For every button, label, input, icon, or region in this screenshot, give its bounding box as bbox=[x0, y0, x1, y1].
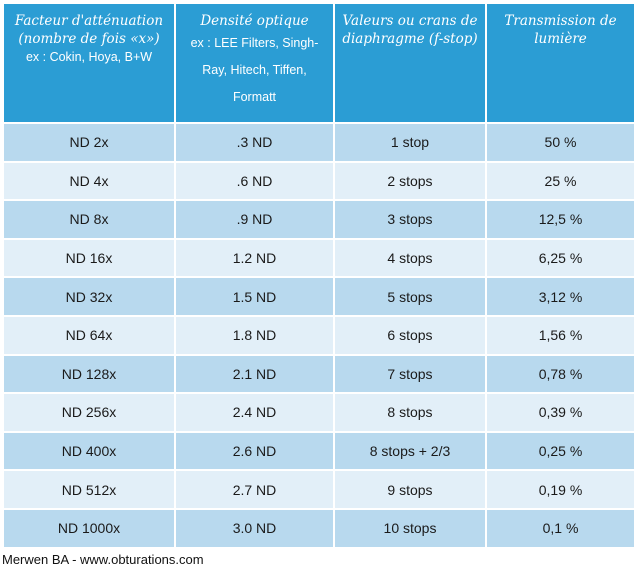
cell-transmission: 50 % bbox=[485, 122, 636, 163]
cell-factor: ND 8x bbox=[2, 199, 176, 240]
cell-transmission: 0,39 % bbox=[485, 392, 636, 433]
cell-density: 3.0 ND bbox=[174, 507, 335, 549]
cell-stops: 6 stops bbox=[333, 314, 487, 356]
header-transmission: Transmission de lumière bbox=[485, 2, 636, 124]
cell-transmission: 0,19 % bbox=[485, 469, 636, 510]
cell-density: 2.7 ND bbox=[174, 469, 335, 510]
header-attenuation-title: Facteur d'atténuation (nombre de fois «x… bbox=[14, 13, 164, 47]
table-row: ND 4x .6 ND 2 stops 25 % bbox=[2, 160, 636, 202]
cell-factor: ND 256x bbox=[2, 392, 176, 433]
table-row: ND 16x 1.2 ND 4 stops 6,25 % bbox=[2, 237, 636, 279]
cell-stops: 4 stops bbox=[333, 237, 487, 279]
cell-factor: ND 4x bbox=[2, 160, 176, 202]
cell-stops: 10 stops bbox=[333, 507, 487, 549]
cell-factor: ND 16x bbox=[2, 237, 176, 279]
cell-factor: ND 512x bbox=[2, 469, 176, 510]
cell-stops: 5 stops bbox=[333, 276, 487, 317]
table-header-row: Facteur d'atténuation (nombre de fois «x… bbox=[2, 2, 636, 124]
nd-filter-table: Facteur d'atténuation (nombre de fois «x… bbox=[2, 2, 636, 549]
table-row: ND 1000x 3.0 ND 10 stops 0,1 % bbox=[2, 507, 636, 549]
header-optical-density: Densité optique ex : LEE Filters, Singh-… bbox=[174, 2, 335, 124]
cell-transmission: 0,25 % bbox=[485, 430, 636, 472]
cell-density: .9 ND bbox=[174, 199, 335, 240]
table-row: ND 64x 1.8 ND 6 stops 1,56 % bbox=[2, 314, 636, 356]
cell-density: .3 ND bbox=[174, 122, 335, 163]
cell-transmission: 25 % bbox=[485, 160, 636, 202]
table-row: ND 128x 2.1 ND 7 stops 0,78 % bbox=[2, 353, 636, 395]
cell-density: 1.8 ND bbox=[174, 314, 335, 356]
cell-factor: ND 2x bbox=[2, 122, 176, 163]
header-attenuation-factor: Facteur d'atténuation (nombre de fois «x… bbox=[2, 2, 176, 124]
table-row: ND 256x 2.4 ND 8 stops 0,39 % bbox=[2, 392, 636, 433]
cell-density: 2.4 ND bbox=[174, 392, 335, 433]
cell-stops: 2 stops bbox=[333, 160, 487, 202]
table-row: ND 8x .9 ND 3 stops 12,5 % bbox=[2, 199, 636, 240]
cell-stops: 3 stops bbox=[333, 199, 487, 240]
header-stops-title: Valeurs ou crans de diaphragme (f-stop) bbox=[342, 13, 478, 47]
table-row: ND 32x 1.5 ND 5 stops 3,12 % bbox=[2, 276, 636, 317]
table-row: ND 400x 2.6 ND 8 stops + 2/3 0,25 % bbox=[2, 430, 636, 472]
cell-factor: ND 64x bbox=[2, 314, 176, 356]
header-attenuation-examples: ex : Cokin, Hoya, B+W bbox=[25, 50, 153, 64]
cell-density: 1.2 ND bbox=[174, 237, 335, 279]
cell-stops: 9 stops bbox=[333, 469, 487, 510]
cell-factor: ND 1000x bbox=[2, 507, 176, 549]
cell-transmission: 3,12 % bbox=[485, 276, 636, 317]
cell-factor: ND 32x bbox=[2, 276, 176, 317]
cell-transmission: 1,56 % bbox=[485, 314, 636, 356]
cell-density: 2.1 ND bbox=[174, 353, 335, 395]
cell-stops: 8 stops + 2/3 bbox=[333, 430, 487, 472]
cell-transmission: 0,78 % bbox=[485, 353, 636, 395]
header-density-title: Densité optique bbox=[200, 13, 309, 29]
cell-transmission: 6,25 % bbox=[485, 237, 636, 279]
cell-density: 1.5 ND bbox=[174, 276, 335, 317]
cell-stops: 1 stop bbox=[333, 122, 487, 163]
header-stops: Valeurs ou crans de diaphragme (f-stop) bbox=[333, 2, 487, 124]
table-body: ND 2x .3 ND 1 stop 50 % ND 4x .6 ND 2 stops 25 … bbox=[2, 122, 636, 549]
cell-transmission: 0,1 % bbox=[485, 507, 636, 549]
table-row: ND 512x 2.7 ND 9 stops 0,19 % bbox=[2, 469, 636, 510]
cell-stops: 7 stops bbox=[333, 353, 487, 395]
cell-transmission: 12,5 % bbox=[485, 199, 636, 240]
header-transmission-title: Transmission de lumière bbox=[504, 13, 617, 47]
header-density-examples: ex : LEE Filters, Singh-Ray, Hitech, Tif… bbox=[190, 36, 319, 104]
table-row: ND 2x .3 ND 1 stop 50 % bbox=[2, 122, 636, 163]
cell-density: .6 ND bbox=[174, 160, 335, 202]
cell-factor: ND 128x bbox=[2, 353, 176, 395]
credit-text: Merwen BA - www.obturations.com bbox=[2, 552, 204, 567]
cell-density: 2.6 ND bbox=[174, 430, 335, 472]
cell-stops: 8 stops bbox=[333, 392, 487, 433]
cell-factor: ND 400x bbox=[2, 430, 176, 472]
